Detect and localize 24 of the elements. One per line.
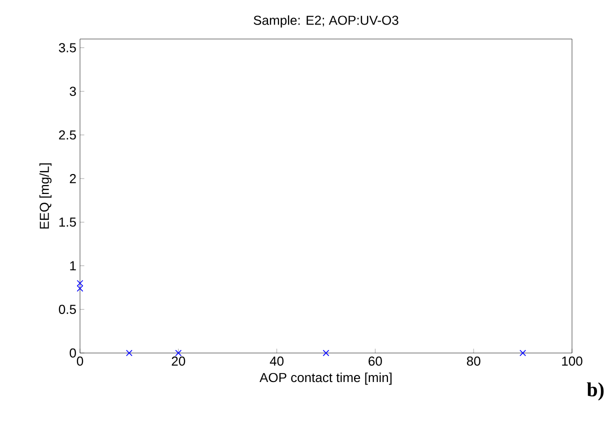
y-axis-title: EEQ [mg/L] bbox=[39, 163, 52, 229]
y-tick-label: 3.5 bbox=[58, 43, 76, 52]
point bbox=[76, 285, 84, 292]
x-tick-label: 40 bbox=[270, 356, 284, 366]
text: b) bbox=[586, 382, 604, 400]
point bbox=[126, 350, 132, 356]
x-tick-label: 20 bbox=[172, 356, 186, 366]
y-tick-label: 2 bbox=[70, 174, 76, 184]
x-axis-title: AOP contact time [min] bbox=[260, 372, 392, 385]
point bbox=[76, 280, 84, 286]
y-tick-label: 0 bbox=[70, 348, 76, 358]
y-tick-label: 3 bbox=[70, 86, 76, 96]
y-tick-label: 2.5 bbox=[59, 130, 76, 140]
y-tick-label: 1 bbox=[70, 261, 76, 270]
point bbox=[175, 350, 182, 356]
x-tick-label: 100 bbox=[562, 356, 582, 366]
y-tick-label: 1.5 bbox=[59, 218, 76, 227]
x-tick-label: 80 bbox=[466, 356, 480, 366]
point bbox=[322, 350, 330, 356]
chart-title: Sample: E2; AOP:UV-O3 bbox=[254, 15, 398, 28]
y-tick-label: 0.5 bbox=[58, 304, 76, 314]
point bbox=[520, 350, 526, 356]
x-tick-label: 0 bbox=[76, 356, 84, 366]
x-tick-label: 60 bbox=[368, 356, 382, 366]
